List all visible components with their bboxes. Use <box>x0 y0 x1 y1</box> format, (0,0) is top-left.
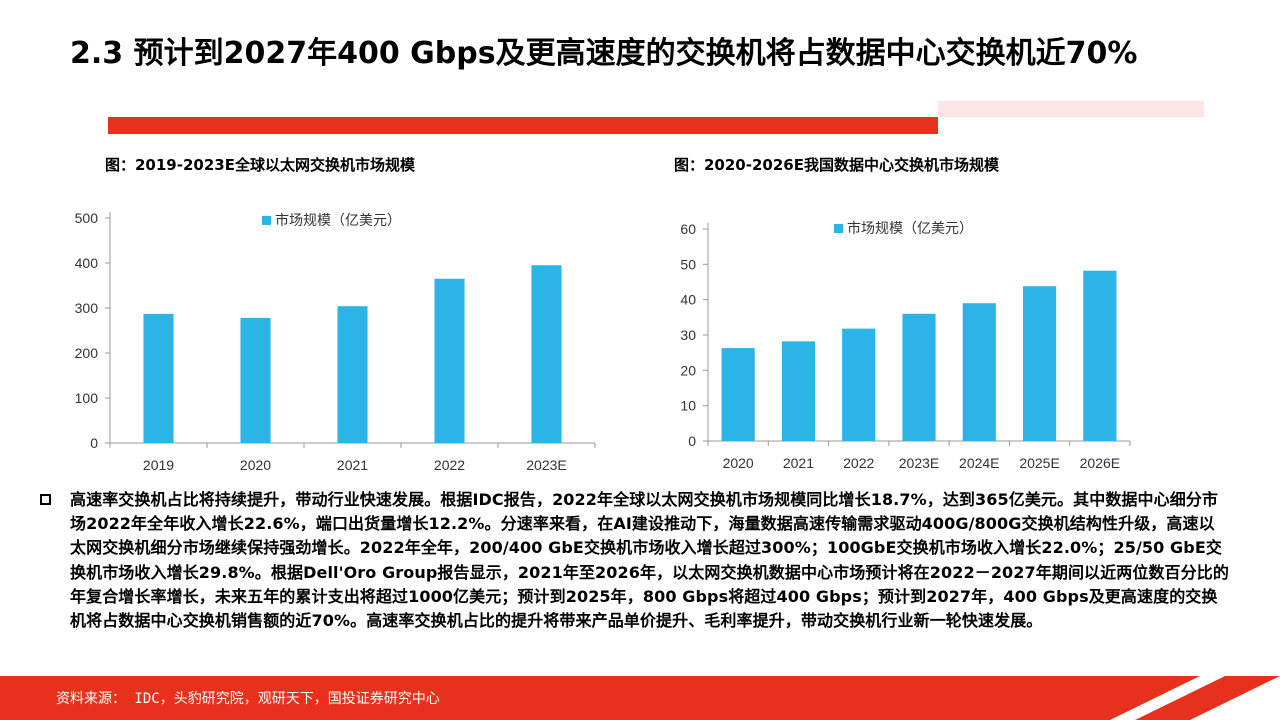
x-tick-label: 2021 <box>337 457 368 473</box>
title-underline-bar <box>108 117 938 134</box>
y-tick-label: 400 <box>75 255 99 271</box>
y-tick-label: 300 <box>75 300 99 316</box>
y-tick-label: 0 <box>90 435 98 451</box>
legend-label: 市场规模（亿美元） <box>847 220 973 236</box>
chart-1-title: 图：2019-2023E全球以太网交换机市场规模 <box>105 156 415 174</box>
bar-2023E <box>902 313 936 441</box>
x-tick-label: 2019 <box>143 457 174 473</box>
y-tick-label: 40 <box>680 292 696 308</box>
bar-2020 <box>240 317 271 443</box>
bar-2025E <box>1022 286 1057 441</box>
x-tick-label: 2021 <box>783 455 814 471</box>
x-tick-label: 2023E <box>899 455 939 471</box>
x-tick-label: 2020 <box>240 457 271 473</box>
x-tick-label: 2024E <box>959 455 999 471</box>
bar-2022 <box>842 328 876 441</box>
y-tick-label: 200 <box>75 345 99 361</box>
y-tick-label: 60 <box>680 221 696 237</box>
chart-1: 0 100 200 300 400 500 2019 2020 2021 2022 2023E 市场规… <box>75 210 596 473</box>
bar-2026E <box>1083 270 1117 441</box>
bar-2024E <box>962 303 996 441</box>
y-tick-label: 100 <box>75 390 99 406</box>
x-tick-label: 2026E <box>1080 455 1120 471</box>
bar-2021 <box>781 341 816 441</box>
chart-2: 0 10 20 30 40 50 60 2020 2021 2022 2023E 2024E 2025E… <box>680 220 1131 471</box>
bar-2023E <box>531 265 562 443</box>
legend-swatch <box>834 224 843 233</box>
footer-band <box>0 676 1280 720</box>
y-tick-label: 50 <box>680 256 696 272</box>
y-tick-label: 10 <box>680 398 696 414</box>
y-tick-label: 20 <box>680 362 696 378</box>
bar-2021 <box>337 306 368 443</box>
bar-2022 <box>434 278 465 443</box>
y-tick-label: 30 <box>680 327 696 343</box>
x-tick-label: 2023E <box>526 457 566 473</box>
title-underline-accent <box>938 101 1204 117</box>
bullet-square-icon <box>40 494 51 505</box>
chart-2-title: 图：2020-2026E我国数据中心交换机市场规模 <box>674 156 999 174</box>
legend-swatch <box>262 216 271 225</box>
x-tick-label: 2022 <box>843 455 874 471</box>
y-tick-label: 500 <box>75 210 99 226</box>
y-tick-label: 0 <box>688 433 696 449</box>
body-paragraph: 高速率交换机占比将持续提升，带动行业快速发展。根据IDC报告，2022年全球以太… <box>70 490 1229 631</box>
legend-label: 市场规模（亿美元） <box>275 212 401 228</box>
bar-2019 <box>143 313 174 443</box>
x-tick-label: 2022 <box>434 457 465 473</box>
x-tick-label: 2020 <box>723 455 754 471</box>
slide-title: 2.3 预计到2027年400 Gbps及更高速度的交换机将占数据中心交换机近7… <box>70 36 1138 71</box>
bar-2020 <box>721 348 755 441</box>
source-note: 资料来源： IDC，头豹研究院，观研天下，国投证券研究中心 <box>56 691 440 707</box>
x-tick-label: 2025E <box>1019 455 1059 471</box>
